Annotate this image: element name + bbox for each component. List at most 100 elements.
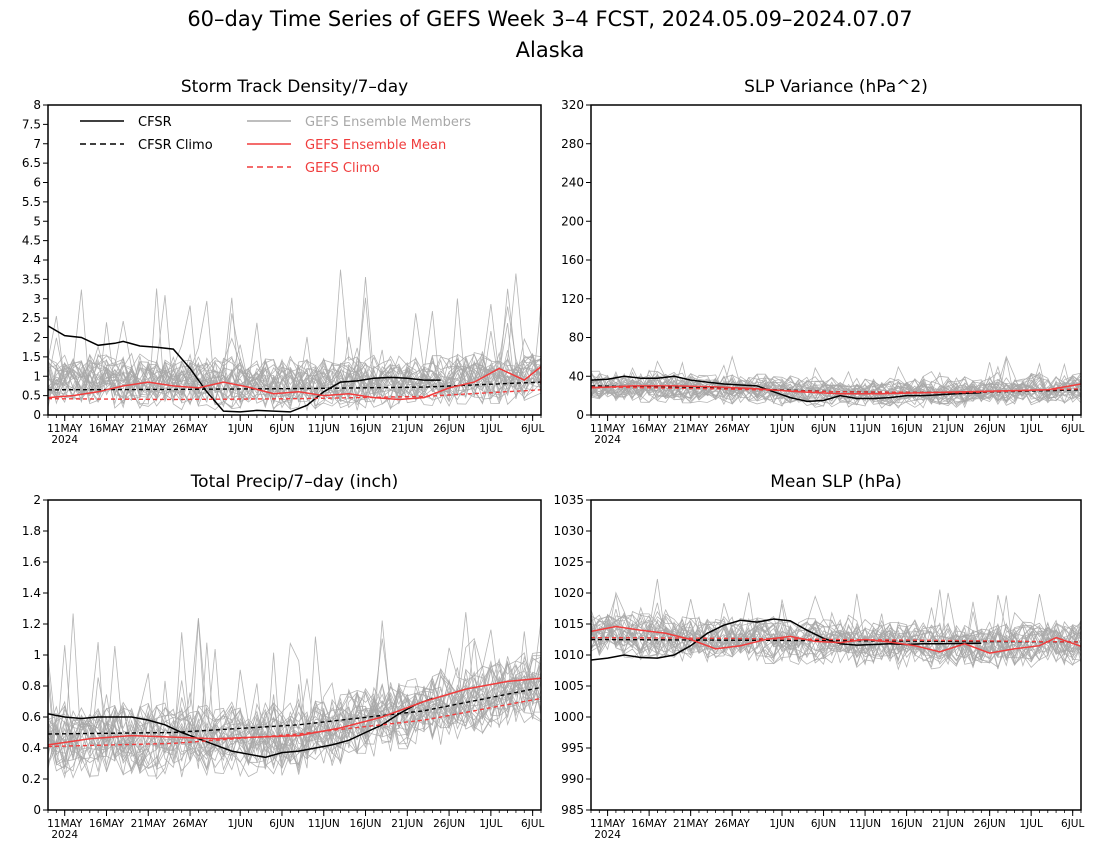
member-line [48,269,541,401]
panels: Storm Track Density/7–day 0 0.5 1 1.5 2 2.5 3 3.… [22,77,1085,841]
member-line [591,365,1081,407]
x-tick-label: 6JUL [521,818,544,830]
x-tick-label: 21JUN [932,818,964,830]
x-year-label: 2024 [51,829,78,841]
series-gefs-ensemble-mean [48,365,541,401]
y-tick-label: 0.2 [22,772,41,786]
figure-title: 60–day Time Series of GEFS Week 3–4 FCST… [187,7,912,31]
x-tick-label: 26JUN [433,423,465,435]
x-tick-label: 21MAY [673,818,709,830]
x-tick-label: 1JUL [1020,818,1043,830]
member-line [48,356,541,403]
x-tick-label: 21MAY [673,423,709,435]
x-year-label: 2024 [51,434,78,446]
series-gefs-climo [48,389,541,401]
x-tick-label: 11MAY [47,818,83,830]
y-tick-label: 7 [33,137,41,151]
y-tick-label: 1020 [553,586,584,600]
panel-title: Mean SLP (hPa) [770,472,902,492]
y-tick-label: 1.5 [22,350,41,364]
x-tick-label: 21JUN [391,423,423,435]
x-tick-label: 1JUL [479,818,502,830]
x-tick-label: 11MAY [590,423,626,435]
y-tick-label: 7.5 [22,117,41,131]
x-tick-label: 11MAY [47,423,83,435]
member-line [48,337,541,406]
x-tick-label: 26JUN [433,818,465,830]
y-tick-label: 0 [576,408,584,422]
y-tick-label: 1 [33,369,41,383]
panel-4: Mean SLP (hPa) 985 990 995 1000 1005 1010 1015 1… [553,472,1084,841]
member-line [48,631,541,770]
x-tick-label: 21MAY [131,423,167,435]
y-tick-label: 1025 [553,555,584,569]
y-tick-label: 995 [561,741,584,755]
y-tick-label: 1.6 [22,555,41,569]
y-tick-label: 280 [561,137,584,151]
y-tick-label: 320 [561,98,584,112]
series-cfsr [48,325,441,413]
x-tick-label: 1JUN [769,818,794,830]
panel-3: Total Precip/7–day (inch)00.20.40.60.811… [22,472,545,841]
member-line [591,617,1081,667]
x-tick-label: 1JUN [228,818,253,830]
y-tick-label: 1010 [553,648,584,662]
y-tick-label: 5.5 [22,195,41,209]
panel-title: Storm Track Density/7–day [181,77,408,97]
y-tick-label: 1 [33,648,41,662]
y-tick-label: 985 [561,803,584,817]
y-tick-label: 0.4 [22,741,41,755]
y-tick-label: 3 [33,292,41,306]
x-tick-label: 16JUN [891,818,923,830]
member-line [48,306,541,402]
member-line [48,642,541,773]
x-tick-label: 16JUN [891,423,923,435]
x-tick-label: 26MAY [715,423,751,435]
legend-label-cfsr: CFSR [138,115,172,130]
x-tick-label: 11JUN [308,818,340,830]
y-tick-label: 2 [33,493,41,507]
series-cfsr [591,375,982,403]
y-tick-label: 8 [33,98,41,112]
member-line [591,358,1081,407]
x-tick-label: 11JUN [849,818,881,830]
legend: CFSR CFSR Climo GEFS Ensemble Members GEFS … [80,115,471,176]
x-tick-label: 21JUN [932,423,964,435]
series-cfsr [591,618,982,661]
x-year-label: 2024 [594,829,621,841]
y-tick-label: 1.4 [22,586,41,600]
series-cfsr-climo [48,686,541,735]
member-line [591,370,1081,399]
y-tick-label: 80 [569,331,584,345]
series-gefs-ensemble-mean [48,677,541,746]
x-tick-label: 11JUN [308,423,340,435]
member-line [591,594,1081,660]
x-year-label: 2024 [594,434,621,446]
y-tick-label: 120 [561,292,584,306]
x-tick-label: 6JUL [1061,423,1084,435]
y-tick-label: 1035 [553,493,584,507]
y-tick-label: 6.5 [22,156,41,170]
member-line [48,619,541,780]
legend-label-ens_mean: GEFS Ensemble Mean [305,138,446,153]
plot-area [591,355,1081,409]
member-line [48,647,541,760]
x-tick-label: 16MAY [632,818,668,830]
member-line [48,349,541,412]
panel-1: Storm Track Density/7–day 0 0.5 1 1.5 2 2.5 3 3.… [22,77,545,446]
member-line [48,642,541,776]
x-tick-label: 26JUN [974,818,1006,830]
x-tick-label: 16JUN [350,818,382,830]
x-tick-label: 1JUN [769,423,794,435]
member-line [591,376,1081,404]
x-tick-label: 16JUN [350,423,382,435]
y-tick-label: 3.5 [22,272,41,286]
member-line [48,612,541,757]
y-tick-label: 4 [33,253,41,267]
x-tick-label: 6JUL [1061,818,1084,830]
member-line [48,313,541,399]
panel-title: SLP Variance (hPa^2) [744,77,928,97]
x-tick-label: 21JUN [391,818,423,830]
x-tick-label: 6JUN [269,423,294,435]
